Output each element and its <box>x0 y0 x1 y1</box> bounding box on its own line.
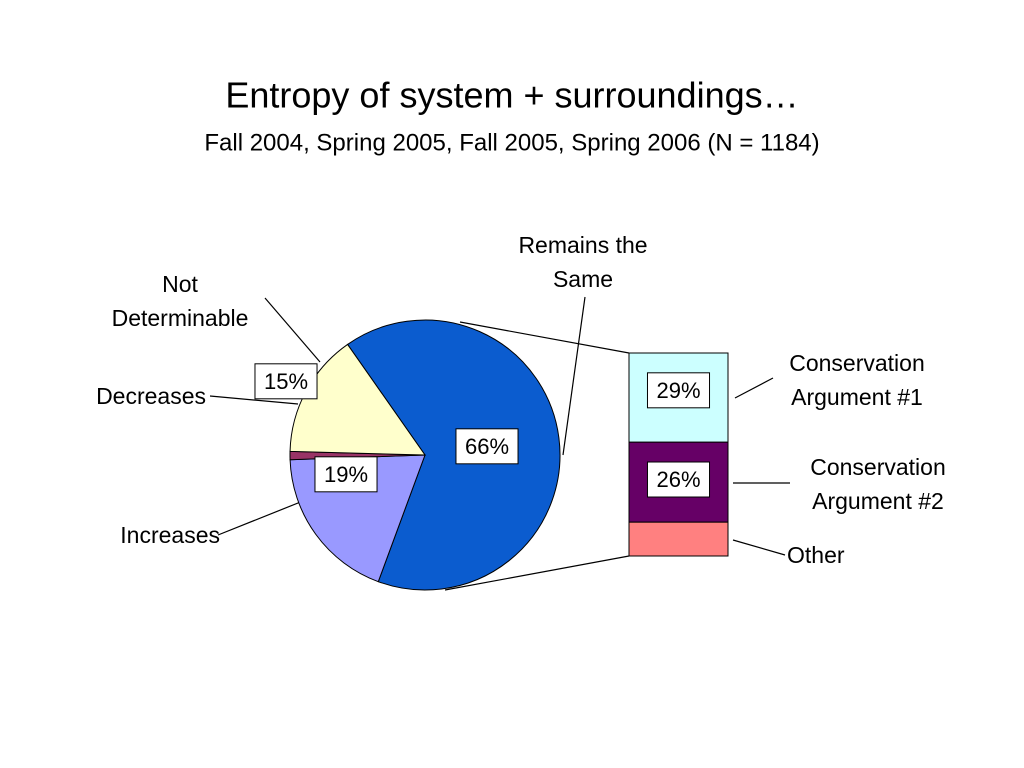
data-label: 29% <box>646 372 711 409</box>
data-label-text: 15% <box>264 369 308 394</box>
category-label: Not Determinable <box>111 271 249 331</box>
data-label: 26% <box>646 461 711 498</box>
bar-segment <box>628 521 729 557</box>
data-label-text: 29% <box>656 378 700 403</box>
chart-title: Entropy of system + surroundings… <box>225 75 798 116</box>
category-label: Remains the Same <box>518 232 648 292</box>
data-label: 15% <box>254 363 318 400</box>
connector <box>459 321 630 354</box>
category-label: Conservation Argument #2 <box>810 454 946 514</box>
data-label-box <box>646 372 711 409</box>
category-label: Increases <box>120 522 220 548</box>
data-label-box <box>254 363 318 400</box>
pie-slice <box>346 319 561 591</box>
category-label: Conservation Argument #1 <box>789 350 925 410</box>
pie <box>289 319 561 591</box>
data-label-text: 26% <box>656 467 700 492</box>
chart-subtitle: Fall 2004, Spring 2005, Fall 2005, Sprin… <box>204 129 819 156</box>
data-label-text: 66% <box>465 434 509 459</box>
data-label-text: 19% <box>324 462 368 487</box>
leader <box>209 395 299 405</box>
leader <box>732 539 786 556</box>
leader <box>264 297 321 363</box>
data-label-box <box>646 461 711 498</box>
leader-lines <box>209 296 790 591</box>
leader <box>562 296 586 456</box>
category-label: Decreases <box>96 383 206 409</box>
data-label-box <box>455 428 519 465</box>
connector <box>444 555 630 591</box>
leader <box>734 377 774 399</box>
data-label: 66% <box>455 428 519 465</box>
data-label-box <box>314 456 378 493</box>
data-label: 19% <box>314 456 378 493</box>
category-label: Other <box>787 542 845 568</box>
